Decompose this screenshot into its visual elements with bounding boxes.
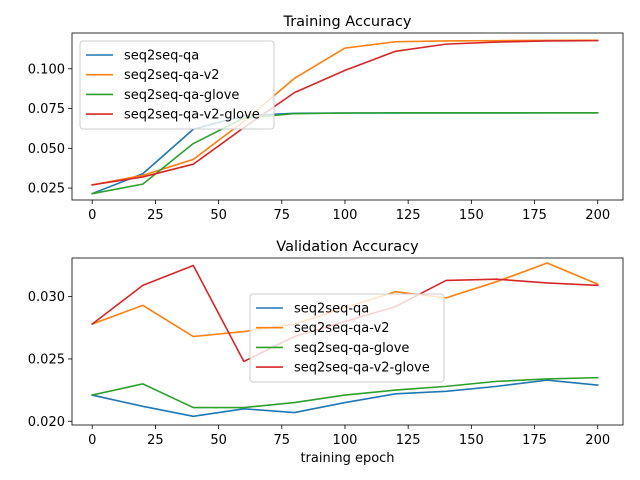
x-tick-label: 25 xyxy=(147,433,164,448)
x-tick-label: 75 xyxy=(274,433,291,448)
chart-title: Validation Accuracy xyxy=(276,239,419,255)
legend-label-3: seq2seq-qa-glove xyxy=(124,88,239,103)
legend: seq2seq-qa seq2seq-qa-v2 seq2seq-qa-glove s… xyxy=(79,40,275,130)
legend-box xyxy=(79,40,275,130)
legend-label-1: seq2seq-qa xyxy=(124,49,199,64)
plot-frame xyxy=(71,257,624,426)
x-tick-label: 175 xyxy=(522,433,547,448)
legend-label-3: seq2seq-qa-glove xyxy=(294,341,409,356)
x-tick-label: 125 xyxy=(396,433,421,448)
x-tick-label: 150 xyxy=(459,433,484,448)
x-tick-label: 25 xyxy=(147,208,164,223)
x-tick-label: 50 xyxy=(210,433,227,448)
y-tick-label: 0.025 xyxy=(28,352,65,367)
x-tick-label: 200 xyxy=(585,208,610,223)
series-line-4 xyxy=(91,39,599,186)
x-tick-label: 0 xyxy=(88,433,96,448)
legend-label-4: seq2seq-qa-v2-glove xyxy=(294,361,430,376)
x-tick-label: 50 xyxy=(210,208,227,223)
x-tick-label: 200 xyxy=(585,433,610,448)
y-tick-label: 0.100 xyxy=(28,62,65,77)
legend-label-4: seq2seq-qa-v2-glove xyxy=(124,108,260,123)
y-tick-label: 0.020 xyxy=(28,415,65,430)
legend-label-2: seq2seq-qa-v2 xyxy=(294,321,390,336)
x-axis-label: training epoch xyxy=(300,451,394,466)
chart-title: Training Accuracy xyxy=(282,14,411,30)
chart-panel-1: 0 25 50 75 100 125 150 175 200 0.025 0.050 0.075 0.1… xyxy=(28,14,624,223)
series-lines xyxy=(91,39,599,195)
x-tick-label: 175 xyxy=(522,208,547,223)
x-tick-label: 75 xyxy=(274,208,291,223)
plot-frame xyxy=(71,32,624,201)
legend-label-1: seq2seq-qa xyxy=(294,302,369,317)
y-tick-label: 0.075 xyxy=(28,102,65,117)
series-line-2 xyxy=(91,39,599,186)
x-tick-label: 150 xyxy=(459,208,484,223)
legend-label-2: seq2seq-qa-v2 xyxy=(124,68,220,83)
y-tick-label: 0.025 xyxy=(28,182,65,197)
x-tick-label: 100 xyxy=(333,208,358,223)
y-tick-label: 0.030 xyxy=(28,290,65,305)
x-tick-label: 125 xyxy=(396,208,421,223)
legend: seq2seq-qa seq2seq-qa-v2 seq2seq-qa-glove s… xyxy=(249,293,445,383)
x-tick-label: 100 xyxy=(333,433,358,448)
y-tick-label: 0.050 xyxy=(28,142,65,157)
x-tick-label: 0 xyxy=(88,208,96,223)
series-line-3 xyxy=(91,112,599,195)
chart-panel-2: 0 25 50 75 100 125 150 175 200 0.020 0.025 0.030 Val… xyxy=(28,239,624,466)
legend-box xyxy=(249,293,445,383)
series-line-3 xyxy=(91,376,599,409)
series-line-1 xyxy=(91,379,599,418)
